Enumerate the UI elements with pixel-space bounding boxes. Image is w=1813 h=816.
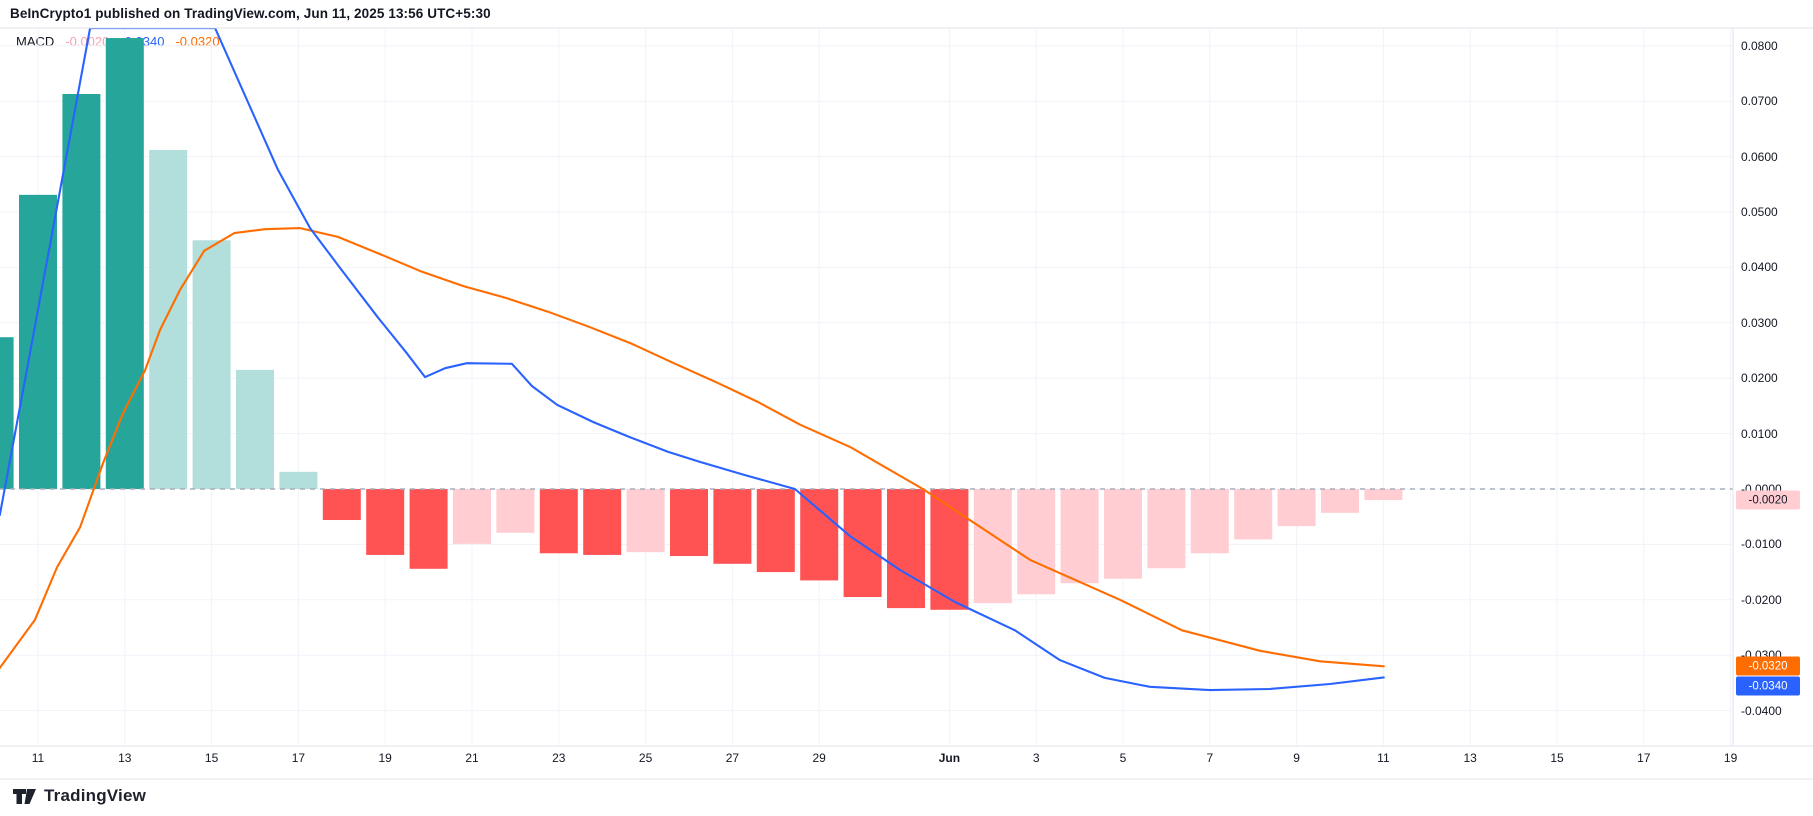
- histogram-bar: [322, 489, 361, 521]
- publication-title: BeInCrypto1 published on TradingView.com…: [10, 6, 491, 21]
- price-scale-label: 0.0600: [1741, 149, 1778, 164]
- histogram-bar: [496, 489, 535, 533]
- time-scale-label: 15: [1550, 751, 1564, 765]
- histogram-badge: -0.0020: [1736, 490, 1800, 510]
- histogram-bar: [1060, 489, 1099, 584]
- histogram-bar: [583, 489, 622, 555]
- price-scale-label: 0.0200: [1741, 371, 1778, 386]
- histogram-bar: [800, 489, 839, 581]
- time-scale-label: 21: [465, 751, 479, 765]
- time-scale-label: 17: [291, 751, 306, 765]
- histogram-bar: [887, 489, 925, 609]
- time-scale-label: 17: [1637, 751, 1651, 765]
- tradingview-logo-text: TradingView: [44, 786, 147, 805]
- indicator-name: MACD: [16, 34, 55, 49]
- time-scale-label: 29: [812, 751, 826, 765]
- histogram-bar: [366, 489, 405, 555]
- time-scale-label: 11: [31, 751, 45, 765]
- time-scale-label: 23: [552, 751, 566, 765]
- macd-line: [0, 28, 1385, 692]
- signal-line: [0, 227, 1385, 669]
- time-scale-label: 19: [1723, 751, 1738, 765]
- histogram-bar: [105, 38, 144, 489]
- macd-badge: -0.0340: [1736, 676, 1800, 696]
- tradingview-logo[interactable]: TradingView: [12, 786, 146, 806]
- time-scale-label: 15: [204, 751, 219, 765]
- histogram-bar: [1104, 489, 1142, 579]
- price-scale-label: 0.0500: [1741, 205, 1778, 219]
- time-scale-label: Jun: [938, 751, 961, 765]
- histogram-bar: [843, 489, 882, 598]
- price-scale-label: 0.0100: [1741, 426, 1778, 441]
- price-scale-label: 0.0700: [1741, 94, 1778, 109]
- legend-signal-value: -0.0320: [175, 34, 220, 49]
- histogram-bar: [1234, 489, 1273, 540]
- signal-badge: -0.0320: [1736, 656, 1800, 676]
- time-scale-label: 3: [1032, 751, 1040, 765]
- time-scale-label: 5: [1119, 751, 1127, 765]
- price-scale-label: -0.0200: [1741, 592, 1782, 607]
- time-scale-label: 9: [1293, 751, 1300, 765]
- time-scale-label: 11: [1377, 751, 1390, 765]
- time-scale-label: 19: [378, 751, 392, 765]
- price-scale-label: -0.0100: [1741, 537, 1782, 552]
- time-scale-label: 7: [1206, 751, 1214, 765]
- time-scale-label: 13: [1463, 751, 1477, 765]
- histogram-bar: [279, 471, 318, 489]
- histogram-bar: [1277, 489, 1316, 527]
- price-scale-label: 0.0300: [1741, 315, 1778, 330]
- histogram-bar: [756, 489, 795, 573]
- histogram-bar: [0, 337, 14, 489]
- histogram-bar: [149, 149, 188, 489]
- histogram-bar: [973, 489, 1012, 604]
- histogram-bar: [1190, 489, 1229, 554]
- histogram-bar: [670, 489, 708, 557]
- price-scale-label: 0.0400: [1741, 260, 1778, 275]
- price-scale-label: -0.0400: [1741, 703, 1782, 718]
- histogram-bar: [1321, 489, 1359, 513]
- histogram-bar: [539, 489, 578, 554]
- histogram-bar: [453, 489, 491, 544]
- tradingview-logo-icon: [13, 788, 36, 804]
- histogram-bar: [1364, 489, 1403, 501]
- histogram-bar: [626, 489, 665, 553]
- time-scale-label: 27: [725, 751, 740, 765]
- histogram-bar: [409, 489, 448, 569]
- histogram-bar: [1147, 489, 1186, 569]
- time-scale-label: 13: [118, 751, 132, 765]
- histogram-bar: [713, 489, 752, 564]
- histogram-bar: [1017, 489, 1056, 595]
- histogram-bar: [236, 369, 274, 489]
- histogram-bar: [192, 240, 231, 489]
- histogram-bar: [930, 489, 969, 610]
- price-scale-label: 0.0800: [1741, 38, 1778, 53]
- histogram-bar: [62, 93, 101, 490]
- time-scale-label: 25: [638, 751, 653, 765]
